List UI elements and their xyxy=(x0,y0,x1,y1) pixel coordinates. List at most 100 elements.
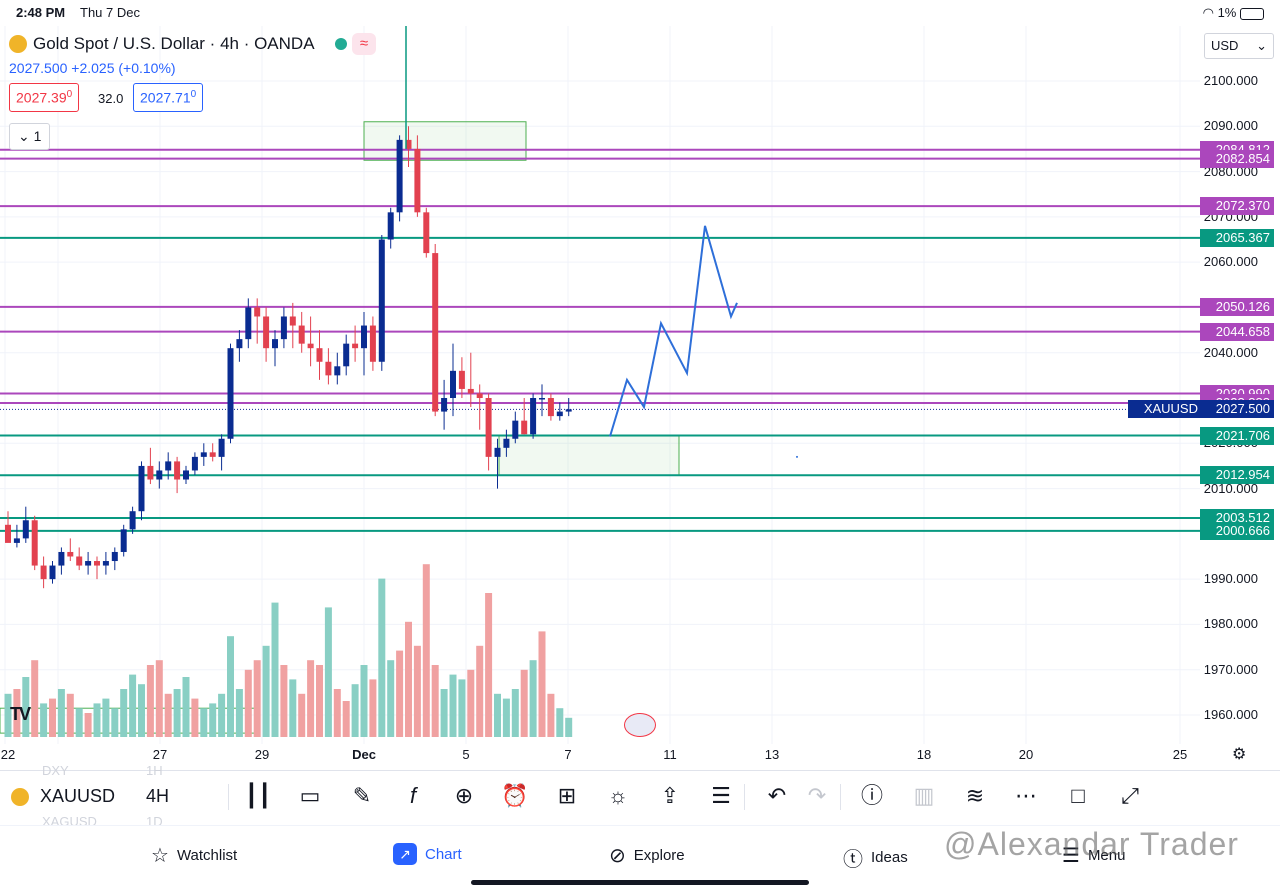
menu-icon: ☰ xyxy=(1062,845,1080,867)
candle-body xyxy=(521,420,528,435)
alert-clock-icon[interactable]: ⏰ xyxy=(501,783,529,808)
volume-bar xyxy=(369,679,377,737)
trend-lines-icon[interactable]: ≋ xyxy=(965,783,985,808)
nav-watchlist[interactable]: ☆ Watchlist xyxy=(151,843,237,868)
volume-bar xyxy=(387,660,395,737)
interval-button[interactable]: 4H xyxy=(146,786,170,806)
battery-percent: 1% xyxy=(1217,5,1237,20)
candle-body xyxy=(147,465,154,480)
us-flag-icon[interactable] xyxy=(624,713,656,737)
templates-grid-icon[interactable]: ⊞ xyxy=(557,783,577,808)
candle-body xyxy=(183,470,189,480)
candle-body xyxy=(289,316,296,326)
nav-explore-label: Explore xyxy=(633,847,685,864)
sell-price-fraction: 0 xyxy=(66,89,73,100)
volume-bar xyxy=(324,607,332,737)
candles-icon[interactable]: ┃┃ xyxy=(244,783,272,808)
nav-explore[interactable]: ⊘ Explore xyxy=(609,843,685,868)
bar-chart-icon[interactable]: ▥ xyxy=(913,783,935,808)
projection-path xyxy=(609,225,738,437)
supply-zone xyxy=(363,121,527,161)
nav-menu[interactable]: ☰ Menu xyxy=(1062,843,1125,868)
more-icon[interactable]: ⋯ xyxy=(1015,783,1037,808)
nav-chart-label: Chart xyxy=(425,845,462,863)
collapse-indicators-button[interactable]: ⌄ 1 xyxy=(9,123,51,150)
volume-bar xyxy=(120,689,128,737)
nav-watchlist-label: Watchlist xyxy=(176,847,238,864)
volume-bar xyxy=(31,660,39,737)
nav-ideas[interactable]: ⓣ Ideas xyxy=(843,843,908,872)
chevron-down-icon: ⌄ xyxy=(18,128,30,144)
time-tick-label: 13 xyxy=(764,747,780,762)
level-price-label: 2000.666 xyxy=(1200,521,1274,540)
lightbulb-icon[interactable]: ☼ xyxy=(607,783,629,808)
drawing-pen-icon[interactable]: ✎ xyxy=(352,783,372,808)
candle-body xyxy=(343,343,350,367)
candle-body xyxy=(31,520,38,566)
redo-icon[interactable]: ↷ xyxy=(807,783,827,808)
time-tick-label: 20 xyxy=(1018,747,1034,762)
symbol-search-button[interactable]: XAUUSD xyxy=(40,786,116,806)
time-tick-label: 11 xyxy=(663,747,677,762)
level-price-label: 2044.658 xyxy=(1200,322,1274,341)
level-price-label: 2012.954 xyxy=(1200,466,1274,485)
layout-square-icon[interactable]: □ xyxy=(1071,783,1085,808)
volume-bar xyxy=(271,602,279,737)
trading-panel-icon[interactable]: ☰ xyxy=(711,783,731,808)
volume-bar xyxy=(262,645,270,737)
candle-body xyxy=(369,325,376,362)
price-chart[interactable] xyxy=(0,26,1200,768)
level-price-label: 2021.706 xyxy=(1200,426,1274,445)
indicators-fx-icon[interactable]: f xyxy=(409,783,417,808)
price-tick-label: 2010.000 xyxy=(1203,480,1258,496)
compare-icon[interactable]: ▭ xyxy=(299,783,321,808)
nav-chart[interactable]: ↗ Chart xyxy=(393,843,462,865)
level-price-label: 2050.126 xyxy=(1200,297,1274,316)
volume-bar xyxy=(84,713,92,737)
volume-bar xyxy=(520,669,528,737)
candle-body xyxy=(218,438,225,457)
star-icon: ☆ xyxy=(151,845,169,867)
currency-select[interactable]: USD ⌄ xyxy=(1204,33,1274,59)
gold-symbol-icon xyxy=(11,788,29,806)
buy-button[interactable]: 2027.710 xyxy=(133,83,204,112)
share-icon[interactable]: ⇪ xyxy=(660,783,680,808)
fullscreen-icon[interactable]: ⤢ xyxy=(1121,783,1139,808)
price-tick-label: 2060.000 xyxy=(1203,254,1258,270)
sell-button[interactable]: 2027.390 xyxy=(9,83,80,112)
candle-body xyxy=(352,343,359,349)
info-icon[interactable]: ⓘ xyxy=(860,783,883,808)
home-indicator[interactable] xyxy=(471,880,809,885)
candle-body xyxy=(49,565,56,580)
undo-icon[interactable]: ↶ xyxy=(767,783,787,808)
tradingview-logo: TV xyxy=(10,704,31,724)
data-provider-icon[interactable]: ≈ xyxy=(352,33,376,55)
candle-body xyxy=(503,438,510,448)
candle-body xyxy=(85,561,92,566)
candle-body xyxy=(450,370,456,398)
volume-bar xyxy=(360,665,368,737)
projection-dot xyxy=(796,455,798,458)
time-tick-label: 18 xyxy=(916,747,932,762)
candle-body xyxy=(272,339,278,349)
candle-body xyxy=(530,398,537,435)
volume-bar xyxy=(164,693,172,737)
candle-body xyxy=(307,343,314,349)
symbol-price-tag: XAUUSD xyxy=(1128,400,1202,419)
chart-title[interactable]: Gold Spot / U.S. Dollar · 4h · OANDA xyxy=(33,34,315,53)
candle-body xyxy=(40,565,47,580)
last-price-tag: 2027.500 xyxy=(1200,400,1274,419)
volume-bar xyxy=(547,693,555,737)
volume-bar xyxy=(218,693,226,737)
candle-body xyxy=(156,470,163,480)
time-tick-label: 7 xyxy=(564,747,572,762)
price-tick-label: 1990.000 xyxy=(1203,571,1258,587)
buy-price-fraction: 0 xyxy=(190,89,197,100)
volume-bar xyxy=(235,689,243,737)
volume-bar xyxy=(538,631,546,737)
add-icon[interactable]: ⊕ xyxy=(454,783,474,808)
chevron-down-icon: ⌄ xyxy=(1256,38,1267,53)
buy-price: 2027.71 xyxy=(140,89,191,106)
volume-bar xyxy=(93,703,101,737)
settings-gear-icon[interactable]: ⚙ xyxy=(1232,746,1247,763)
